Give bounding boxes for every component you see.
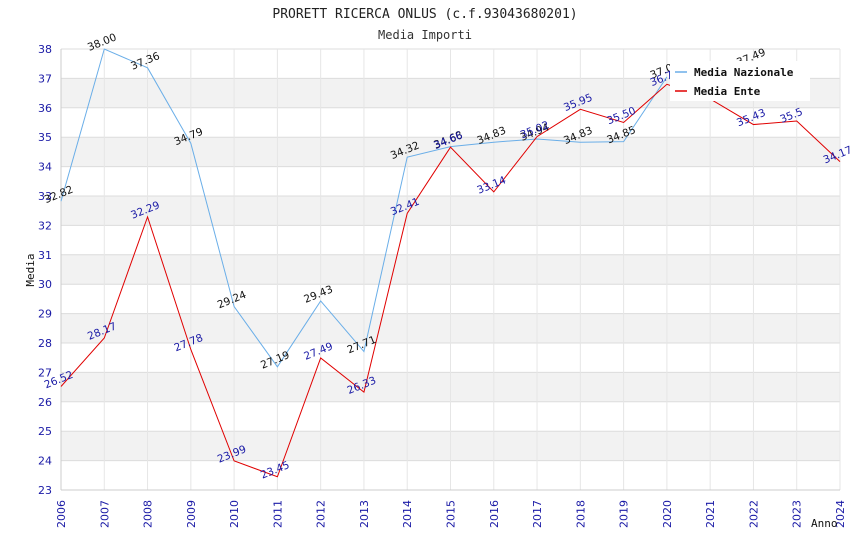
data-label: 29.24	[216, 289, 249, 312]
x-tick-label: 2014	[401, 500, 414, 528]
y-tick-label: 37	[38, 72, 52, 85]
x-tick-label: 2020	[661, 500, 674, 528]
x-axis-label: Anno	[811, 517, 838, 530]
data-label: 38.00	[86, 31, 118, 53]
data-label: 27.19	[259, 349, 291, 371]
y-tick-label: 28	[38, 337, 52, 350]
legend-entry: Media Ente	[694, 85, 761, 98]
data-label: 35.5	[778, 106, 804, 126]
legend-entry: Media Nazionale	[694, 66, 794, 79]
x-tick-label: 2013	[358, 500, 371, 528]
y-tick-label: 34	[38, 161, 52, 174]
x-tick-label: 2023	[791, 500, 804, 528]
y-tick-label: 35	[38, 131, 52, 144]
x-tick-label: 2015	[445, 500, 458, 528]
y-tick-label: 33	[38, 190, 52, 203]
grid-lines	[60, 48, 841, 491]
x-tick-label: 2009	[185, 500, 198, 528]
legend: Media Nazionale Media Ente	[670, 61, 810, 101]
data-label: 27.49	[302, 340, 334, 362]
x-tick-label: 2017	[531, 500, 544, 528]
legend-box	[670, 61, 810, 101]
y-tick-label: 23	[38, 484, 52, 497]
x-tick-label: 2012	[315, 500, 328, 528]
x-axis-ticks: 2006 2007 2008 2009 2010 2011 2012 2013 2014 2015…	[55, 500, 847, 528]
x-tick-label: 2022	[747, 500, 760, 528]
y-tick-label: 27	[38, 366, 52, 379]
x-tick-label: 2006	[55, 500, 68, 528]
y-tick-label: 25	[38, 425, 52, 438]
chart-subtitle: Media Importi	[378, 28, 472, 42]
x-tick-label: 2019	[618, 500, 631, 528]
y-tick-label: 31	[38, 249, 52, 262]
x-tick-label: 2011	[271, 500, 284, 528]
y-tick-label: 32	[38, 219, 52, 232]
x-tick-label: 2021	[704, 500, 717, 528]
data-label: 23.45	[259, 459, 291, 481]
data-label: 29.43	[302, 283, 334, 305]
y-tick-label: 30	[38, 278, 52, 291]
y-tick-label: 29	[38, 308, 52, 321]
x-tick-label: 2007	[98, 500, 111, 528]
y-tick-label: 38	[38, 43, 52, 56]
x-tick-label: 2008	[142, 500, 155, 528]
x-tick-label: 2024	[834, 500, 847, 528]
x-tick-label: 2016	[488, 500, 501, 528]
y-tick-label: 26	[38, 396, 52, 409]
y-axis-label: Media	[24, 253, 37, 286]
chart-title: PRORETT RICERCA ONLUS (c.f.93043680201)	[272, 7, 577, 22]
data-label: 37.36	[129, 50, 162, 73]
data-label: 35.43	[735, 107, 767, 129]
y-tick-label: 24	[38, 455, 52, 468]
y-axis-ticks: 23 24 25 26 27 28 29 30 31 32 33 34 35 36 37 38	[38, 43, 52, 497]
x-tick-label: 2010	[228, 500, 241, 528]
y-tick-label: 36	[38, 102, 52, 115]
x-tick-label: 2018	[574, 500, 587, 528]
